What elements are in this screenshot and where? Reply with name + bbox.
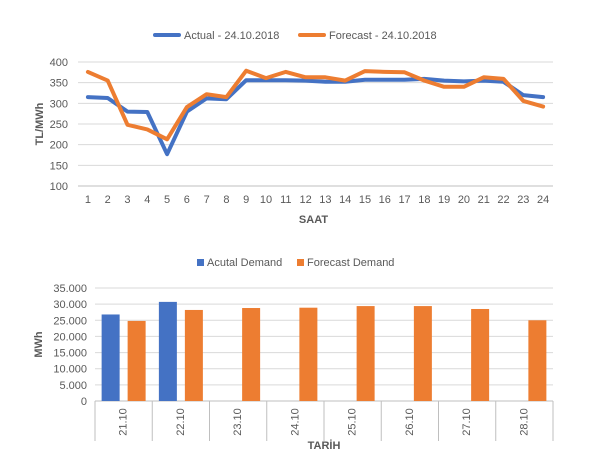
x-tick-label: 6	[184, 194, 190, 206]
y-tick-label: 300	[50, 98, 68, 110]
y-tick-label: 30.000	[53, 299, 87, 311]
x-tick-label: 9	[243, 194, 249, 206]
x-tick-label: 19	[438, 194, 450, 206]
x-axis-title: SAAT	[299, 214, 328, 226]
x-tick-label: 27.10	[461, 408, 473, 436]
x-tick-label: 25.10	[347, 408, 359, 436]
y-tick-label: 100	[50, 181, 68, 193]
y-tick-label: 400	[50, 57, 68, 69]
daily-demand-bar-chart: 0 5.000 10.000 15.000 20.000 25.000 30.000 35.0…	[33, 257, 554, 452]
legend-label: Forecast Demand	[307, 257, 394, 269]
x-tick-label: 18	[418, 194, 430, 206]
forecast-demand-bar	[184, 309, 203, 401]
x-tick-label: 4	[144, 194, 150, 206]
x-tick-label: 7	[204, 194, 210, 206]
y-axis-title: TL/MWh	[34, 102, 46, 145]
forecast-demand-bar	[528, 320, 547, 401]
x-tick-label: 23	[517, 194, 529, 206]
x-tick-label: 11	[280, 194, 291, 206]
x-tick-label: 24.10	[289, 408, 301, 436]
actual-demand-bar	[101, 314, 120, 401]
forecast-demand-bar	[356, 306, 375, 401]
x-tick-label: 10	[260, 194, 272, 206]
series-line-actual	[85, 76, 546, 157]
forecast-demand-bar	[471, 308, 490, 401]
series-line-forecast	[85, 68, 546, 142]
x-tick-label: 22.10	[175, 408, 187, 436]
y-tick-label: 0	[81, 396, 87, 408]
x-tick-label: 5	[164, 194, 170, 206]
x-tick-label: 13	[319, 194, 331, 206]
x-tick-label: 12	[299, 194, 311, 206]
legend-swatch	[197, 259, 204, 266]
x-tick-label: 1	[85, 194, 91, 206]
y-tick-label: 150	[50, 160, 68, 172]
x-tick-label: 21.10	[118, 408, 130, 436]
legend-label: Actual - 24.10.2018	[184, 30, 279, 42]
x-tick-label: 20	[458, 194, 470, 206]
x-tick-label: 21	[478, 194, 490, 206]
forecast-demand-bar	[127, 320, 146, 401]
x-tick-label: 23.10	[232, 408, 244, 436]
x-tick-label: 2	[105, 194, 111, 206]
legend-label: Acutal Demand	[207, 257, 282, 269]
x-tick-label: 16	[379, 194, 391, 206]
y-tick-label: 250	[50, 119, 68, 131]
forecast-demand-bar	[299, 307, 318, 401]
x-tick-label: 14	[339, 194, 351, 206]
y-tick-label: 5.000	[59, 380, 87, 392]
legend-swatch	[297, 259, 304, 266]
x-tick-label: 15	[359, 194, 371, 206]
x-tick-label: 28.10	[518, 408, 530, 436]
legend-label: Forecast - 24.10.2018	[329, 30, 437, 42]
x-tick-label: 24	[537, 194, 549, 206]
x-tick-label: 17	[398, 194, 410, 206]
x-tick-label: 3	[124, 194, 130, 206]
forecast-demand-bar	[242, 308, 261, 401]
x-tick-label: 22	[497, 194, 509, 206]
y-tick-label: 25.000	[53, 315, 87, 327]
y-tick-label: 35.000	[53, 283, 87, 295]
y-tick-label: 15.000	[53, 348, 87, 360]
y-tick-label: 10.000	[53, 364, 87, 376]
forecast-demand-bar	[413, 306, 432, 401]
actual-demand-bar	[158, 301, 177, 401]
x-tick-label: 8	[223, 194, 229, 206]
y-axis-title: MWh	[33, 331, 45, 358]
y-tick-label: 200	[50, 140, 68, 152]
x-tick-label: 26.10	[404, 408, 416, 436]
y-tick-label: 20.000	[53, 331, 87, 343]
y-tick-label: 350	[50, 78, 68, 90]
x-axis-title: TARİH	[308, 439, 341, 452]
